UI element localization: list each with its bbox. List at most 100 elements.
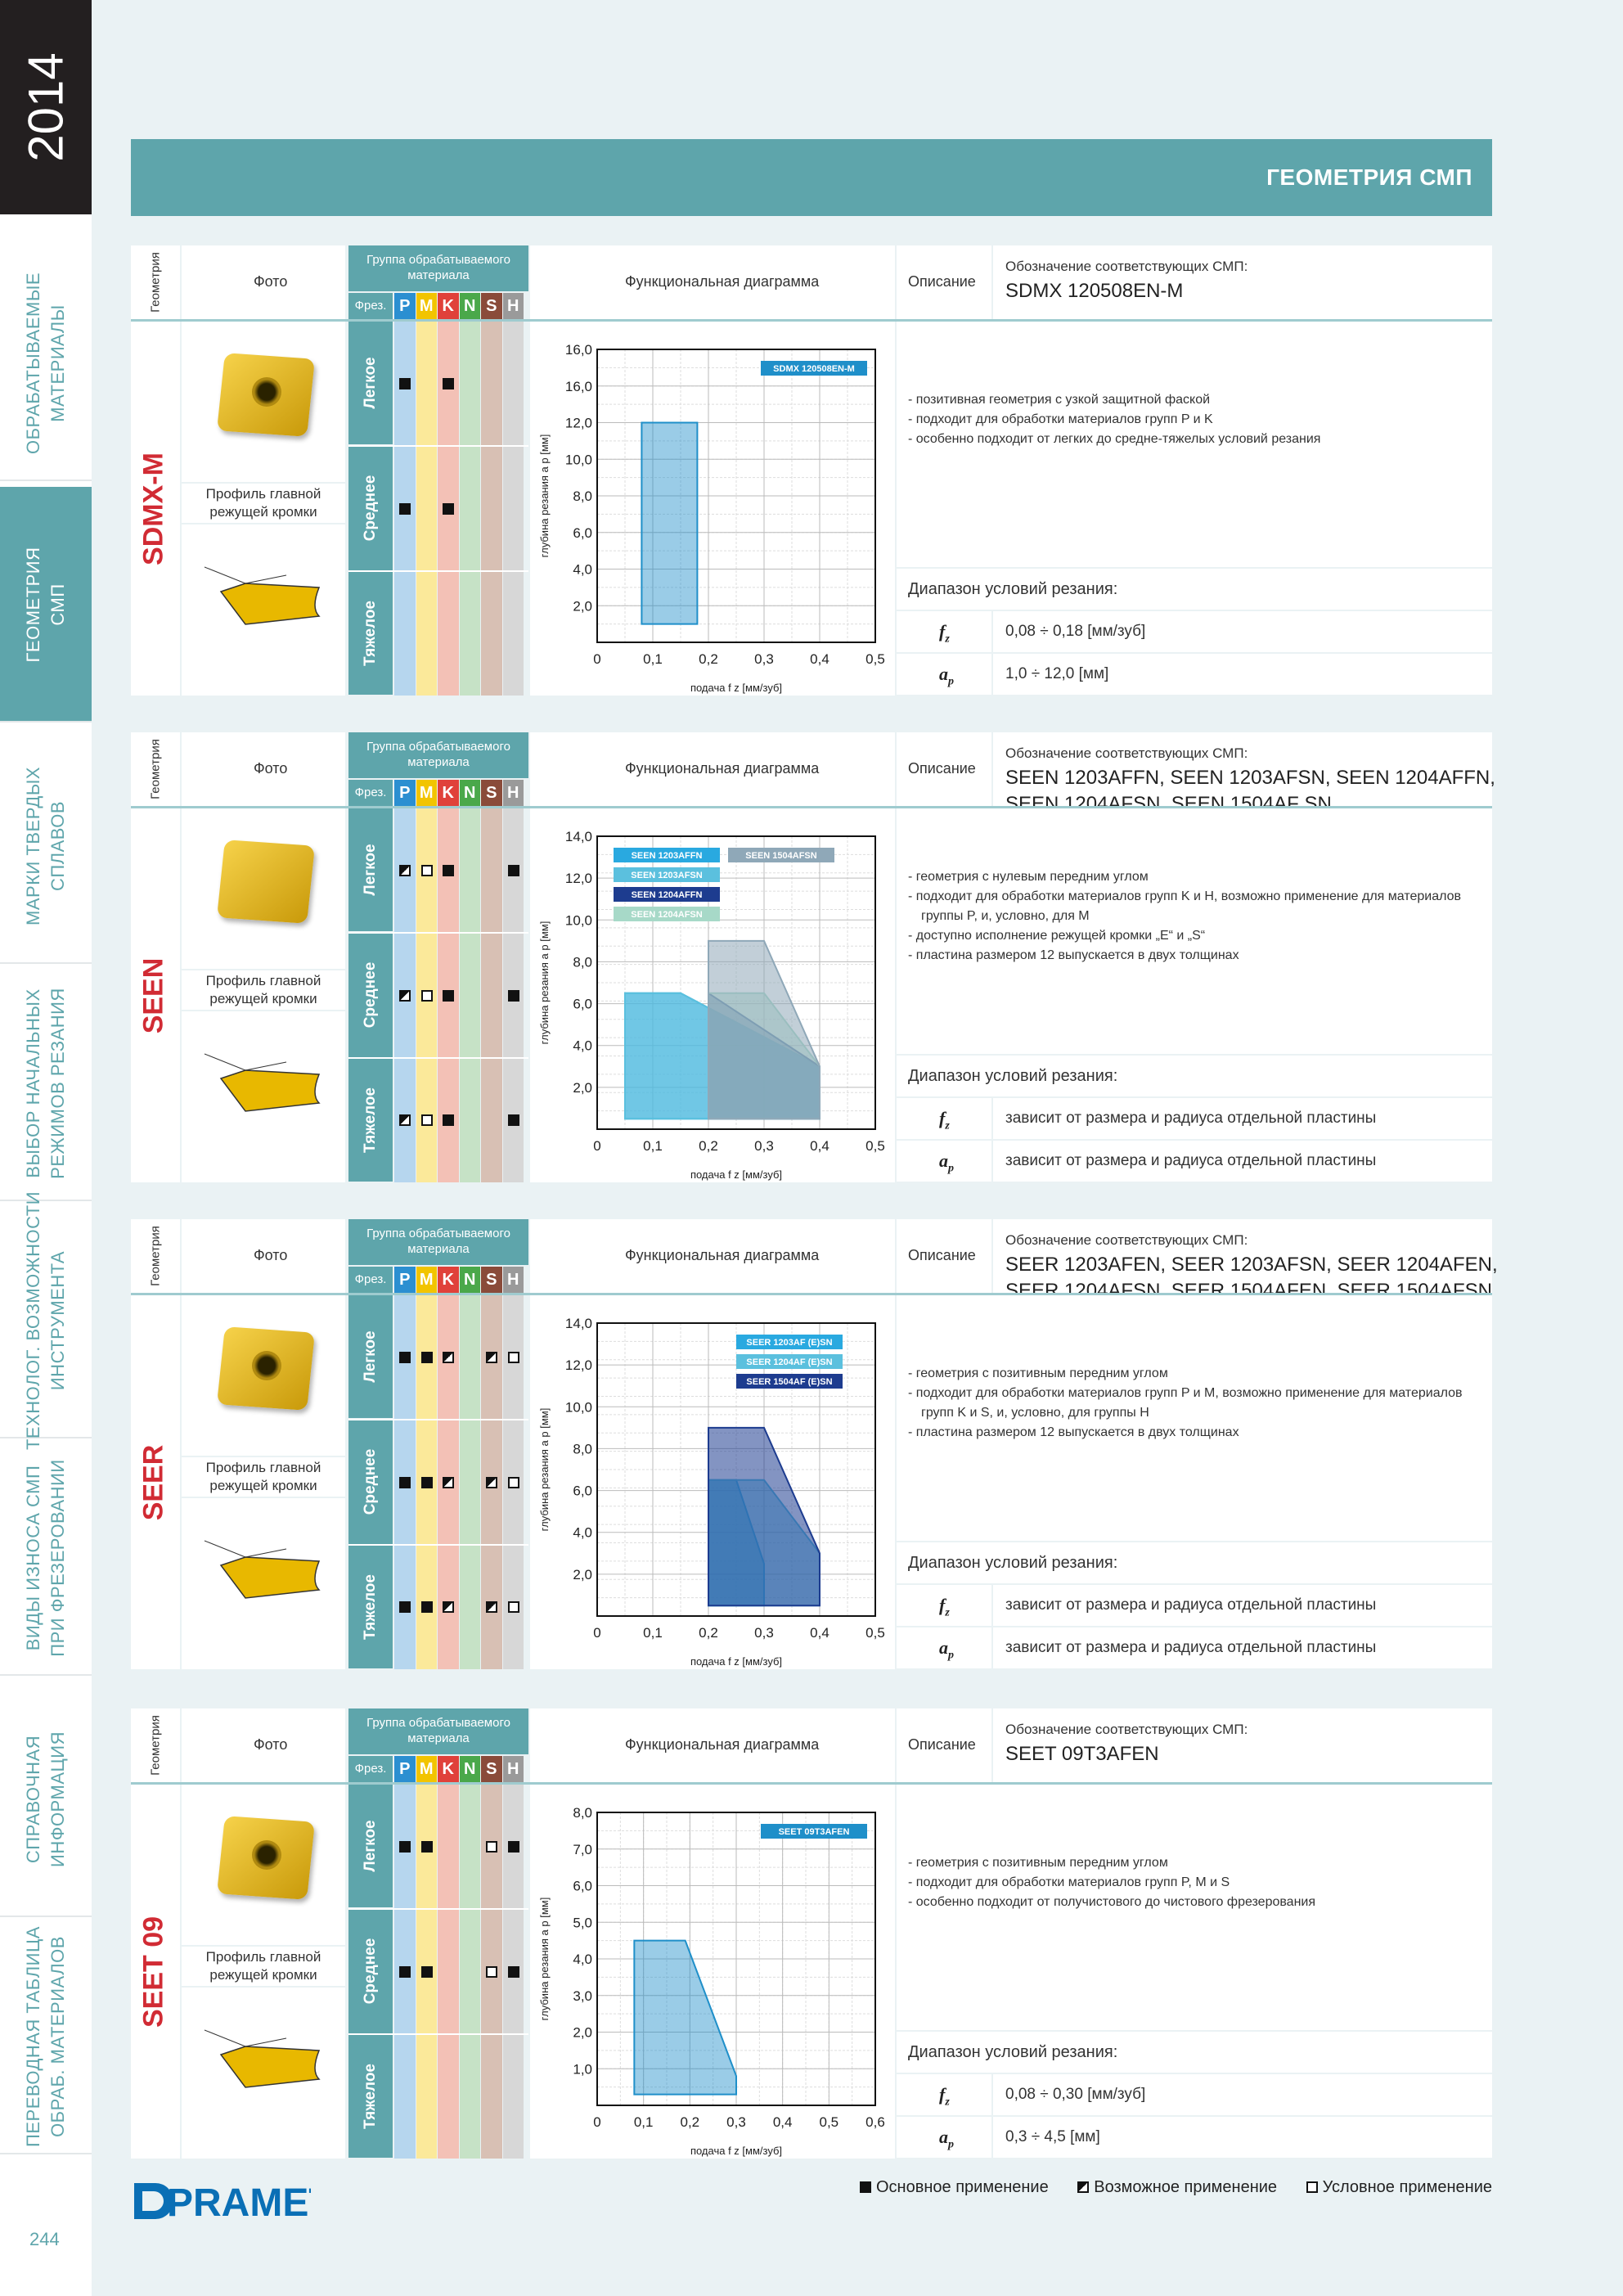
sidebar-tab-label: ВЫБОР НАЧАЛЬНЫХ РЕЖИМОВ РЕЗАНИЯ [23,988,68,1179]
y-tick-label: 2,0 [573,2025,592,2041]
x-tick-label: 0,1 [643,651,663,667]
description-item: - подходит для обработки материалов груп… [908,889,1462,923]
geometry-section: Геометрия Фото Группа обрабатываемого мате… [131,732,1495,1182]
param-ap-symbol: ap [939,1150,954,1175]
description-list: - позитивная геометрия с узкой защитной … [908,390,1481,449]
param-subscript: p [948,1162,954,1175]
param-symbol: f [939,1108,946,1128]
empty-mark-icon [507,1476,519,1488]
empty-mark-icon [486,1841,497,1853]
mode-label: Легкое [362,1820,379,1872]
header-geometry-label: Геометрия [148,739,163,799]
param-ap-value: 1,0 ÷ 12,0 [мм] [1005,665,1109,682]
sidebar-tab[interactable]: ОБРАБАТЫВАЕМЫЕ МАТЕРИАЛЫ [0,245,92,481]
param-fz-symbol: fz [939,1108,950,1132]
y-tick-label: 8,0 [573,488,592,504]
header-description-label: Описание [908,273,976,290]
x-axis-label: подача f z [мм/зуб] [690,682,782,694]
param-ap-symbol: ap [939,2127,954,2151]
cutting-edge-profile [204,1540,321,1599]
profile-line [245,574,287,584]
param-fz-symbol: fz [939,2084,950,2109]
half-mark-icon [399,865,411,877]
description-text: геометрия с позитивным передним углом [915,1856,1168,1870]
mode-label: Среднее [362,1938,379,2005]
sidebar-tab[interactable]: ГЕОМЕТРИЯ СМП [0,487,92,723]
full-mark-icon [507,1114,519,1126]
description-text: пластина размером 12 выпускается в двух … [915,1425,1239,1439]
description-text: особенно подходит от получистового до чи… [915,1895,1316,1909]
x-tick-label: 0,4 [810,1138,829,1154]
param-symbol: f [939,1595,946,1615]
description-text: геометрия с нулевым передним углом [915,870,1149,884]
sidebar-tab[interactable]: МАРКИ ТВЕРДЫХ СПЛАВОВ [0,728,92,964]
year-box: 2014 [0,0,92,214]
iso-column-n [459,808,480,1182]
header-description-label: Описание [908,1247,976,1263]
param-subscript: z [945,1119,950,1132]
y-tick-label: 6,0 [573,1879,592,1894]
description-cell [897,1295,1492,1541]
mode-cell: Тяжелое [348,571,393,695]
range-header-cell [897,1542,1492,1583]
x-tick-label: 0 [593,1625,600,1641]
full-mark-icon [399,378,411,390]
photo-divider [182,523,345,524]
full-mark-icon [507,989,519,1002]
sidebar-tab[interactable]: ТЕХНОЛОГ. ВОЗМОЖНОСТИ ИНСТРУМЕНТА [0,1191,92,1450]
full-mark-icon [420,1841,433,1853]
half-mark-icon [399,989,411,1002]
geometry-name: SEET 09 [137,1916,169,2028]
full-mark-icon [399,1476,411,1488]
legend-swatch [614,848,720,862]
param-value-cell [993,1585,1492,1626]
mode-cell: Легкое [348,1785,393,1908]
y-tick-label: 14,0 [565,1316,592,1331]
sidebar-tab[interactable]: ВЫБОР НАЧАЛЬНЫХ РЕЖИМОВ РЕЗАНИЯ [0,966,92,1201]
header-milling: Фрез. [348,1756,393,1782]
x-tick-label: 0,5 [865,1625,885,1641]
legend-label: SEEN 1203AFFN [632,851,703,861]
y-tick-label: 16,0 [565,342,592,358]
y-tick-label: 3,0 [573,1988,592,2004]
param-value-cell [993,2117,1492,2158]
iso-column-s [481,808,502,1182]
sidebar-tab-label: СПРАВОЧНАЯ ИНФОРМАЦИЯ [23,1731,68,1867]
profile-line [245,1061,287,1071]
sidebar-tab[interactable]: СПРАВОЧНАЯ ИНФОРМАЦИЯ [0,1681,92,1917]
geometry-section: Геометрия Фото Группа обрабатываемого мате… [131,245,1492,696]
param-ap-value: зависит от размера и радиуса отдельной п… [1005,1639,1377,1656]
header-diagram-label: Функциональная диаграмма [625,1736,820,1753]
iso-header-p: P [394,780,416,806]
description-item: - геометрия с позитивным передним углом [908,1366,1168,1380]
description-item: - позитивная геометрия с узкой защитной … [908,393,1211,407]
header-diagram-cell [530,732,895,806]
header-photo-label: Фото [254,1736,288,1753]
full-mark-icon [420,1352,433,1364]
side-navigation: 2014 ОБРАБАТЫВАЕМЫЕ МАТЕРИАЛЫ ГЕОМЕТРИЯ С… [0,0,92,2296]
empty-mark-icon [1306,2181,1318,2193]
mode-cell: Тяжелое [348,1058,393,1182]
half-mark-icon [486,1476,497,1488]
x-tick-label: 0 [593,651,600,667]
x-tick-label: 0,3 [754,1138,774,1154]
legend-swatch [614,907,720,921]
sidebar-tab[interactable]: ВИДЫ ИЗНОСА СМП ПРИ ФРЕЗЕРОВАНИИ [0,1440,92,1676]
codes-cell [993,1219,1492,1293]
param-label-cell [897,1627,991,1668]
empty-mark-icon [486,1965,497,1978]
page-header: ГЕОМЕТРИЯ СМП [131,139,1492,216]
param-symbol: f [939,621,946,642]
page-number: 244 [29,2229,60,2249]
legend-label: SEER 1204AF (E)SN [746,1357,832,1367]
param-fz-value: 0,08 ÷ 0,18 [мм/зуб] [1005,623,1146,640]
x-tick-label: 0,4 [773,2114,793,2130]
insert-photo [205,346,327,444]
y-tick-label: 5,0 [573,1915,592,1930]
sidebar-tab[interactable]: ПЕРЕВОДНАЯ ТАБЛИЦА ОБРАБ. МАТЕРИАЛОВ [0,1919,92,2154]
mode-label: Среднее [362,1449,379,1515]
series-area [708,939,820,1120]
header-diagram-label: Функциональная диаграмма [625,273,820,290]
param-ap-value: 0,3 ÷ 4,5 [мм] [1005,2128,1100,2145]
y-axis-label: глубина резания a p [мм] [538,1408,551,1532]
